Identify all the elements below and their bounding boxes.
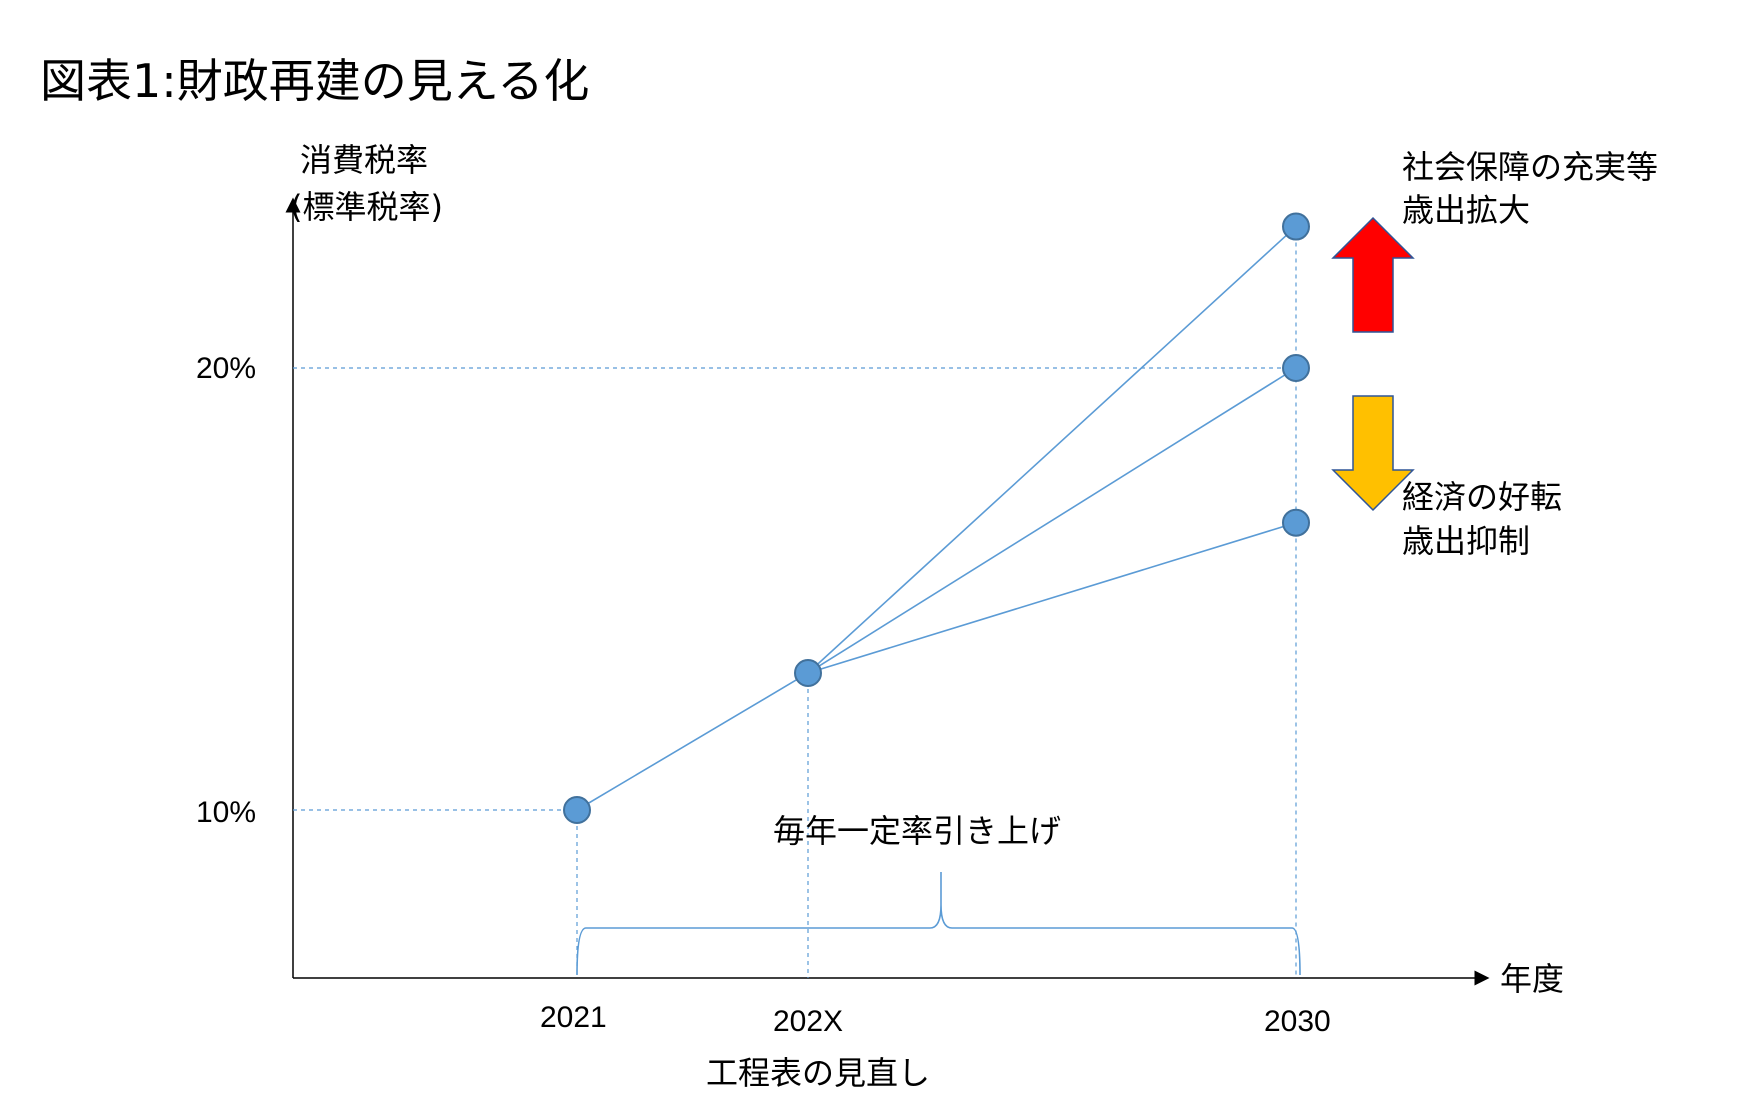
x-tick-label: 2021: [540, 1001, 607, 1034]
x-tick-label: 202X: [773, 1005, 843, 1038]
data-points: [563, 212, 1310, 824]
annotation-down-line2: 歳出抑制: [1402, 522, 1530, 560]
series-lines: [576, 225, 1297, 811]
series-line: [807, 225, 1297, 674]
data-point: [1282, 508, 1310, 537]
y-tick-label: 20%: [196, 352, 256, 385]
arrow-down-icon: [1331, 395, 1415, 512]
y-tick-label: 10%: [196, 796, 256, 829]
brace-label: 毎年一定率引き上げ: [773, 812, 1061, 850]
data-point: [1282, 354, 1310, 382]
data-point: [1282, 212, 1310, 241]
guide-lines: [293, 226, 1297, 978]
data-point: [563, 796, 591, 824]
bottom-label: 工程表の見直し: [706, 1054, 930, 1092]
annotation-down-line1: 経済の好転: [1402, 478, 1562, 516]
x-tick-label: 2030: [1264, 1005, 1331, 1038]
series-line: [807, 367, 1297, 674]
annotation-up-line2: 歳出拡大: [1402, 191, 1530, 229]
annotation-up-line1: 社会保障の充実等: [1402, 148, 1658, 186]
x-axis-label: 年度: [1500, 960, 1564, 998]
page-title: 図表1:財政再建の見える化: [40, 54, 589, 108]
data-point: [794, 658, 822, 687]
series-line: [807, 521, 1297, 674]
y-axis-label-line1: 消費税率: [300, 141, 428, 179]
arrow-up-icon: [1331, 216, 1415, 333]
y-axis-label-line2: (標準税率): [290, 188, 443, 226]
brace: [576, 872, 1301, 976]
series-line: [576, 672, 809, 811]
